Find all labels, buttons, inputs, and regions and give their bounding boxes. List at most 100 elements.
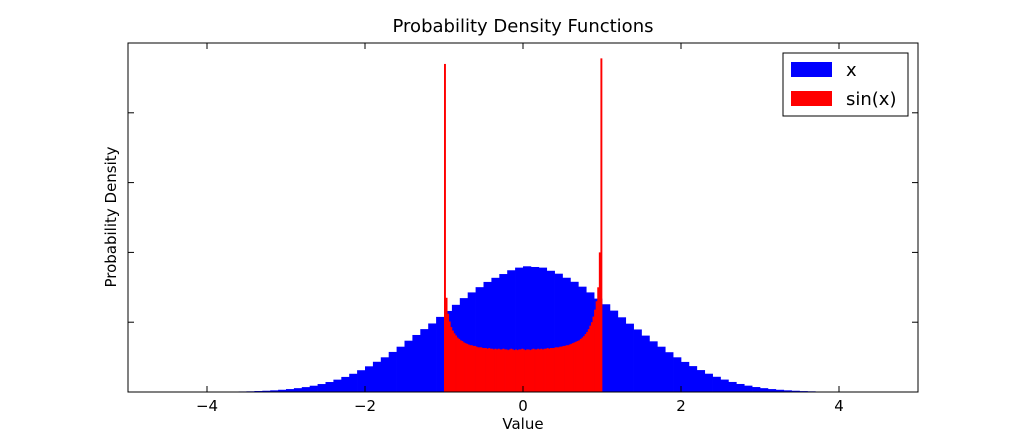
histogram-bar — [481, 348, 484, 392]
histogram-bar — [527, 349, 530, 392]
histogram-bar — [529, 350, 532, 392]
histogram-bar — [688, 366, 698, 392]
x-tick-label: 2 — [676, 397, 686, 415]
histogram-bar — [499, 274, 508, 392]
histogram-bar — [598, 252, 601, 392]
histogram-bar — [478, 347, 481, 392]
histogram-bar — [507, 350, 510, 392]
histogram-bar — [584, 334, 587, 392]
histogram-bar — [513, 350, 516, 392]
histogram-bar — [530, 266, 540, 392]
histogram-bar — [456, 337, 459, 392]
histogram-bar — [497, 348, 500, 392]
histogram-bar — [500, 349, 503, 392]
histogram-bar — [567, 345, 570, 392]
histogram-bar — [526, 349, 529, 392]
histogram-bar — [486, 348, 489, 392]
histogram-bar — [649, 341, 658, 392]
histogram-bar — [508, 349, 511, 392]
histogram-bar — [485, 348, 488, 392]
histogram-bar — [562, 277, 571, 392]
histogram-bar — [474, 345, 476, 392]
histogram-bar — [293, 388, 303, 392]
histogram-bar — [775, 389, 785, 392]
histogram-bar — [494, 348, 497, 392]
histogram-bar — [573, 342, 576, 392]
histogram-bar — [496, 349, 499, 392]
histogram-bar — [728, 381, 737, 392]
histogram-bar — [579, 338, 582, 392]
histogram-bar — [472, 345, 475, 392]
histogram-bar — [590, 322, 593, 392]
histogram-bar — [396, 346, 405, 392]
histogram-bar — [575, 341, 578, 392]
histogram-bar — [535, 349, 538, 392]
histogram-bar — [450, 327, 453, 392]
histogram-bar — [270, 390, 279, 392]
x-tick-label: −4 — [196, 397, 218, 415]
histogram-bar — [570, 343, 573, 392]
histogram-bar — [594, 309, 597, 392]
histogram-bar — [704, 373, 713, 392]
histogram-bar — [546, 348, 549, 392]
histogram-bar — [581, 337, 584, 392]
histogram-bar — [444, 63, 446, 392]
histogram-bar — [589, 325, 592, 392]
chart-title: Probability Density Functions — [393, 16, 654, 37]
histogram-bar — [586, 331, 589, 392]
histogram-bar — [461, 341, 464, 392]
histogram-bar — [365, 366, 374, 392]
histogram-bar — [502, 348, 505, 392]
histogram-bar — [549, 348, 552, 392]
histogram-bar — [556, 347, 559, 392]
x-axis-label: Value — [502, 415, 543, 433]
histogram-bar — [546, 270, 555, 392]
histogram-bar — [499, 349, 502, 392]
histogram-bar — [301, 387, 311, 392]
histogram-bar — [309, 385, 318, 392]
histogram-bar — [453, 333, 456, 392]
histogram-bar — [286, 389, 295, 392]
histogram-bar — [673, 357, 682, 392]
histogram-bar — [767, 389, 777, 392]
histogram-bar — [570, 281, 579, 392]
histogram-bar — [625, 323, 634, 392]
histogram-bar — [578, 340, 581, 392]
bars-layer — [183, 58, 879, 393]
histogram-bar — [562, 345, 565, 392]
histogram-bar — [447, 313, 450, 392]
histogram-bar — [333, 379, 342, 392]
histogram-bar — [538, 267, 548, 392]
histogram-bar — [492, 349, 495, 392]
histogram-bar — [791, 390, 800, 392]
histogram-bar — [462, 342, 465, 392]
series-x — [183, 266, 879, 392]
histogram-bar — [736, 383, 745, 392]
histogram-bar — [530, 349, 533, 392]
histogram-bar — [278, 389, 287, 392]
legend-swatch-sin-x — [791, 91, 832, 106]
legend-label-sin-x: sin(x) — [846, 89, 896, 110]
histogram-bar — [516, 350, 519, 392]
histogram-bar — [483, 348, 486, 392]
histogram-bar — [560, 346, 563, 392]
histogram-bar — [537, 348, 540, 392]
histogram-bar — [488, 348, 491, 392]
histogram-bar — [541, 349, 544, 392]
histogram-bar — [467, 344, 470, 392]
histogram-bar — [412, 334, 421, 392]
histogram-bar — [455, 335, 457, 392]
legend: x sin(x) — [782, 52, 909, 117]
histogram-bar — [551, 348, 554, 392]
ticks-layer: −4 −2 0 2 4 — [128, 43, 918, 415]
histogram-bar — [458, 338, 461, 392]
histogram-bar — [568, 344, 571, 392]
histogram-bar — [587, 329, 590, 392]
histogram-bar — [617, 317, 627, 392]
histogram-bar — [357, 370, 366, 392]
histogram-bar — [554, 347, 557, 392]
histogram-bar — [600, 58, 603, 393]
histogram-bar — [489, 348, 492, 392]
histogram-bar — [665, 352, 674, 392]
histogram-bar — [592, 316, 595, 392]
